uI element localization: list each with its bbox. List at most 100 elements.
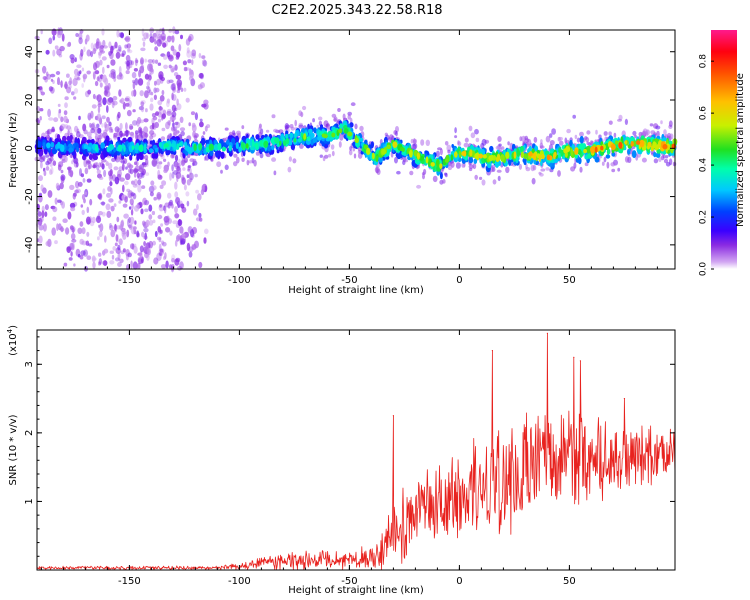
spectrogram-noise-cell: [203, 99, 209, 105]
spectrogram-ridge-layer: [34, 119, 678, 180]
spectrogram-noise-cell: [74, 180, 80, 189]
spectrogram-cell: [392, 141, 398, 148]
spectrogram-halo-cell: [354, 123, 358, 130]
spectrogram-halo-cell: [603, 131, 608, 136]
spectrogram-noise-cell: [93, 126, 99, 135]
spectrogram-halo-cell: [403, 159, 409, 163]
spectrogram-noise-cell: [172, 220, 178, 225]
spectrogram-cell: [313, 127, 317, 134]
spectrogram-cell: [650, 145, 654, 152]
spectrogram-noise-cell: [135, 59, 139, 64]
spectrogram-cell: [271, 144, 275, 151]
spectrogram-noise-cell: [66, 43, 71, 47]
spectrogram-halo-cell: [68, 167, 71, 173]
spectrogram-noise-cell: [100, 201, 106, 205]
spectrogram-halo-cell: [658, 156, 662, 162]
spectrogram-noise-cell: [143, 241, 147, 247]
spectrogram-halo-cell: [88, 136, 93, 140]
spectrogram-noise-cell: [108, 121, 112, 127]
spectrogram-noise-cell: [72, 192, 77, 200]
spectrogram-noise-cell: [180, 240, 186, 245]
spectrogram-noise-cell: [120, 32, 124, 39]
spectrogram-halo-cell: [439, 148, 443, 156]
spectrogram-noise-cell: [150, 97, 154, 103]
spectrogram-noise-cell: [144, 208, 149, 213]
spectrogram-noise-cell: [66, 246, 71, 253]
spectrogram-noise-cell: [52, 216, 57, 221]
spectrogram-noise-cell: [155, 87, 160, 93]
spectrogram-noise-cell: [155, 30, 161, 36]
spectrogram-noise-cell: [140, 104, 145, 113]
spectrogram-halo-cell: [228, 131, 233, 137]
spectrogram-noise-cell: [167, 204, 171, 209]
spectrogram-noise-cell: [156, 191, 162, 200]
spectrogram-noise-cell: [97, 100, 102, 106]
spectrogram-halo-cell: [422, 174, 425, 180]
spectrogram-halo-cell: [432, 175, 438, 183]
spectrogram-noise-cell: [131, 90, 135, 97]
figure-title: C2E2.2025.343.22.58.R18: [271, 3, 442, 18]
spectrogram-cell: [574, 148, 579, 155]
spectrogram-noise-cell: [130, 209, 134, 216]
spectrogram-noise-cell: [124, 196, 128, 203]
spectrogram-cell: [129, 154, 133, 161]
spectrogram-noise-cell: [83, 46, 86, 52]
spectrogram-halo-cell: [114, 126, 120, 133]
spectrogram-halo-cell: [331, 150, 335, 157]
spectrogram-halo-cell: [46, 128, 53, 135]
spectrogram-cell: [235, 141, 239, 150]
spectrogram-halo-cell: [64, 132, 70, 138]
spectrogram-noise-cell: [164, 205, 167, 214]
spectrogram-noise-cell: [68, 84, 72, 90]
spectrogram-noise-cell: [90, 51, 94, 58]
spectrogram-noise-cell: [85, 34, 90, 42]
spectrogram-halo-cell: [284, 125, 288, 130]
spectrogram-cell: [158, 142, 163, 148]
spectrogram-noise-cell: [154, 46, 159, 52]
spectrogram-noise-cell: [148, 240, 154, 249]
spectrogram-cell: [523, 153, 527, 160]
spectrogram-noise-cell: [40, 91, 45, 96]
spectrogram-halo-cell: [160, 136, 166, 141]
spectrogram-noise-cell: [141, 64, 145, 70]
spectrogram-halo-cell: [576, 137, 581, 143]
spectrogram-noise-cell: [50, 166, 54, 175]
spectrogram-noise-cell: [93, 62, 98, 71]
spectrogram-noise-cell: [188, 226, 191, 233]
x-tick-label: -150: [118, 275, 141, 286]
spectrogram-halo-cell: [524, 138, 530, 144]
spectrogram-noise-cell: [72, 78, 78, 87]
spectrogram-noise-cell: [144, 58, 147, 63]
colorbar-label: Normalized spectral amplitude: [735, 73, 746, 227]
spectrogram-halo-cell: [519, 136, 523, 142]
spectrogram-noise-cell: [124, 37, 130, 41]
spectrogram-y-label: Frequency (Hz): [8, 112, 19, 188]
spectrogram-noise-cell: [199, 217, 203, 222]
spectrogram-noise-cell: [57, 223, 62, 231]
spectrogram-noise-cell: [161, 89, 165, 96]
spectrogram-noise-cell: [140, 47, 146, 52]
spectrogram-halo-cell: [497, 175, 501, 182]
spectrogram-noise-cell: [165, 260, 169, 269]
spectrogram-noise-cell: [73, 68, 79, 76]
spectrogram-noise-cell: [112, 246, 116, 251]
spectrogram-noise-cell: [154, 59, 159, 64]
spectrogram-noise-cell: [40, 184, 44, 192]
spectrogram-noise-cell: [118, 89, 122, 97]
spectrogram-noise-cell: [60, 123, 66, 130]
spectrogram-halo-cell: [273, 170, 277, 176]
spectrogram-noise-cell: [110, 71, 116, 80]
spectrogram-halo-cell: [134, 132, 138, 140]
spectrogram-cell: [478, 153, 484, 159]
snr-y-label: SNR (10 * v/v): [8, 414, 19, 485]
spectrogram-noise-cell: [82, 178, 86, 183]
spectrogram-noise-cell: [173, 107, 178, 112]
spectrogram-noise-cell: [110, 45, 114, 54]
spectrogram-halo-cell: [507, 141, 510, 146]
spectrogram-noise-cell: [66, 86, 72, 94]
spectrogram-noise-cell: [124, 35, 131, 43]
spectrogram-halo-cell: [505, 166, 510, 174]
spectrogram-noise-cell: [62, 218, 68, 223]
spectrogram-halo-cell: [174, 121, 179, 126]
spectrogram-noise-cell: [176, 174, 179, 183]
